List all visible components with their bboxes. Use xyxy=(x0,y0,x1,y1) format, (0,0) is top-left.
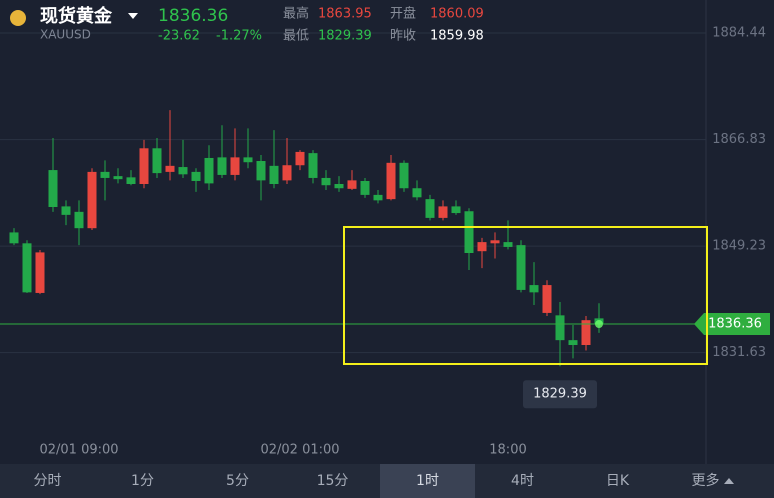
candle-body xyxy=(438,206,448,218)
stat-label: 昨收 xyxy=(390,29,416,44)
candle-body xyxy=(9,232,19,244)
tab-label: 更多 xyxy=(691,473,720,489)
candle-body xyxy=(22,243,32,293)
candle-body xyxy=(269,165,279,184)
y-tick-label: 1849.23 xyxy=(712,239,766,254)
candle-body xyxy=(100,171,110,178)
x-tick-label: 18:00 xyxy=(489,443,526,458)
timeframe-tab[interactable]: 1分 xyxy=(95,464,190,498)
candle-body xyxy=(139,148,149,184)
expand-icon xyxy=(723,478,734,484)
candle-body xyxy=(477,242,487,252)
candle-body xyxy=(178,167,188,175)
low-marker-box xyxy=(523,380,597,409)
candle-body xyxy=(295,151,305,166)
price-tag-label: 1836.36 xyxy=(708,317,762,332)
instrument-name: 现货黄金 xyxy=(40,5,113,27)
candle-body xyxy=(347,180,357,189)
timeframe-tab[interactable]: 15分 xyxy=(285,464,380,498)
timeframe-tabs: 分时 1分 5分 15分 1时 4时 日K 更多 xyxy=(0,464,774,498)
candle-body xyxy=(412,188,422,198)
tab-label: 1时 xyxy=(416,473,439,489)
stat-label: 开盘 xyxy=(390,6,416,22)
candle-body xyxy=(217,157,227,175)
tab-label: 15分 xyxy=(316,473,349,489)
candle-body xyxy=(191,171,201,181)
tab-label: 日K xyxy=(605,473,630,489)
tab-label: 1分 xyxy=(131,473,154,489)
tab-label: 5分 xyxy=(226,473,249,489)
highlight-box xyxy=(343,226,708,365)
y-tick-label: 1866.83 xyxy=(712,132,766,147)
candle-body xyxy=(360,180,370,195)
candle-body xyxy=(152,148,162,174)
candle-body xyxy=(373,194,383,201)
candle-body xyxy=(503,242,513,247)
candle-body xyxy=(516,245,526,290)
candle-body xyxy=(35,252,45,293)
y-tick-label: 1884.44 xyxy=(712,26,766,41)
candle-body xyxy=(308,153,318,178)
symbol: XAUUSD xyxy=(40,28,91,42)
stat-value: 1860.09 xyxy=(430,7,484,22)
candle-body xyxy=(555,315,565,341)
candle-body xyxy=(386,162,396,200)
candle-body xyxy=(126,177,136,184)
gold-icon xyxy=(10,10,26,26)
candle-body xyxy=(334,184,344,189)
candle-body xyxy=(568,340,578,345)
timeframe-tab[interactable]: 5分 xyxy=(190,464,285,498)
change: -23.62 xyxy=(158,29,200,44)
candle-body xyxy=(61,206,71,215)
stat-label: 最低 xyxy=(283,29,309,44)
stat-value: 1863.95 xyxy=(318,7,372,22)
candle-body xyxy=(243,157,253,163)
candle-body xyxy=(542,285,552,313)
timeframe-tab[interactable]: 分时 xyxy=(0,464,95,498)
candle-body xyxy=(490,240,500,244)
low-marker-label: 1829.39 xyxy=(533,387,587,402)
dropdown-arrow[interactable] xyxy=(128,13,138,19)
candle-body xyxy=(165,165,175,172)
stat-label: 最高 xyxy=(283,6,309,22)
candle-body xyxy=(230,157,240,175)
candle-body xyxy=(581,320,591,345)
candle-body xyxy=(464,211,474,253)
candle-body xyxy=(74,211,84,229)
candle-body xyxy=(87,171,97,229)
candle-body xyxy=(529,285,539,293)
candle-body xyxy=(425,199,435,218)
x-tick-label: 02/01 09:00 xyxy=(39,443,118,458)
stat-value: 1859.98 xyxy=(430,29,484,44)
candle-body xyxy=(256,161,266,181)
price: 1836.36 xyxy=(158,6,228,26)
timeframe-tab[interactable]: 1时 xyxy=(380,464,475,498)
current-price-dot xyxy=(595,320,603,329)
timeframe-tab[interactable]: 日K xyxy=(570,464,665,498)
timeframe-tab[interactable]: 更多 xyxy=(665,464,760,498)
plot-area xyxy=(0,0,774,464)
tab-label: 分时 xyxy=(33,473,62,489)
timeframe-tab[interactable]: 4时 xyxy=(475,464,570,498)
candle-body xyxy=(399,162,409,189)
candle-body xyxy=(282,165,292,181)
y-tick-label: 1831.63 xyxy=(712,345,766,360)
tab-label: 4时 xyxy=(511,473,534,489)
stat-value: 1829.39 xyxy=(318,29,372,44)
candle-body xyxy=(321,177,331,186)
change-pct: -1.27% xyxy=(216,29,262,44)
x-tick-label: 02/02 01:00 xyxy=(260,443,339,458)
chart: 1884.44 1866.83 1849.23 1831.63 02/01 09:00 0… xyxy=(0,0,774,464)
candle-body xyxy=(451,206,461,214)
price-tag xyxy=(694,313,770,336)
candle-body xyxy=(113,176,123,180)
candle-body xyxy=(204,157,214,184)
candle-body xyxy=(48,170,58,207)
